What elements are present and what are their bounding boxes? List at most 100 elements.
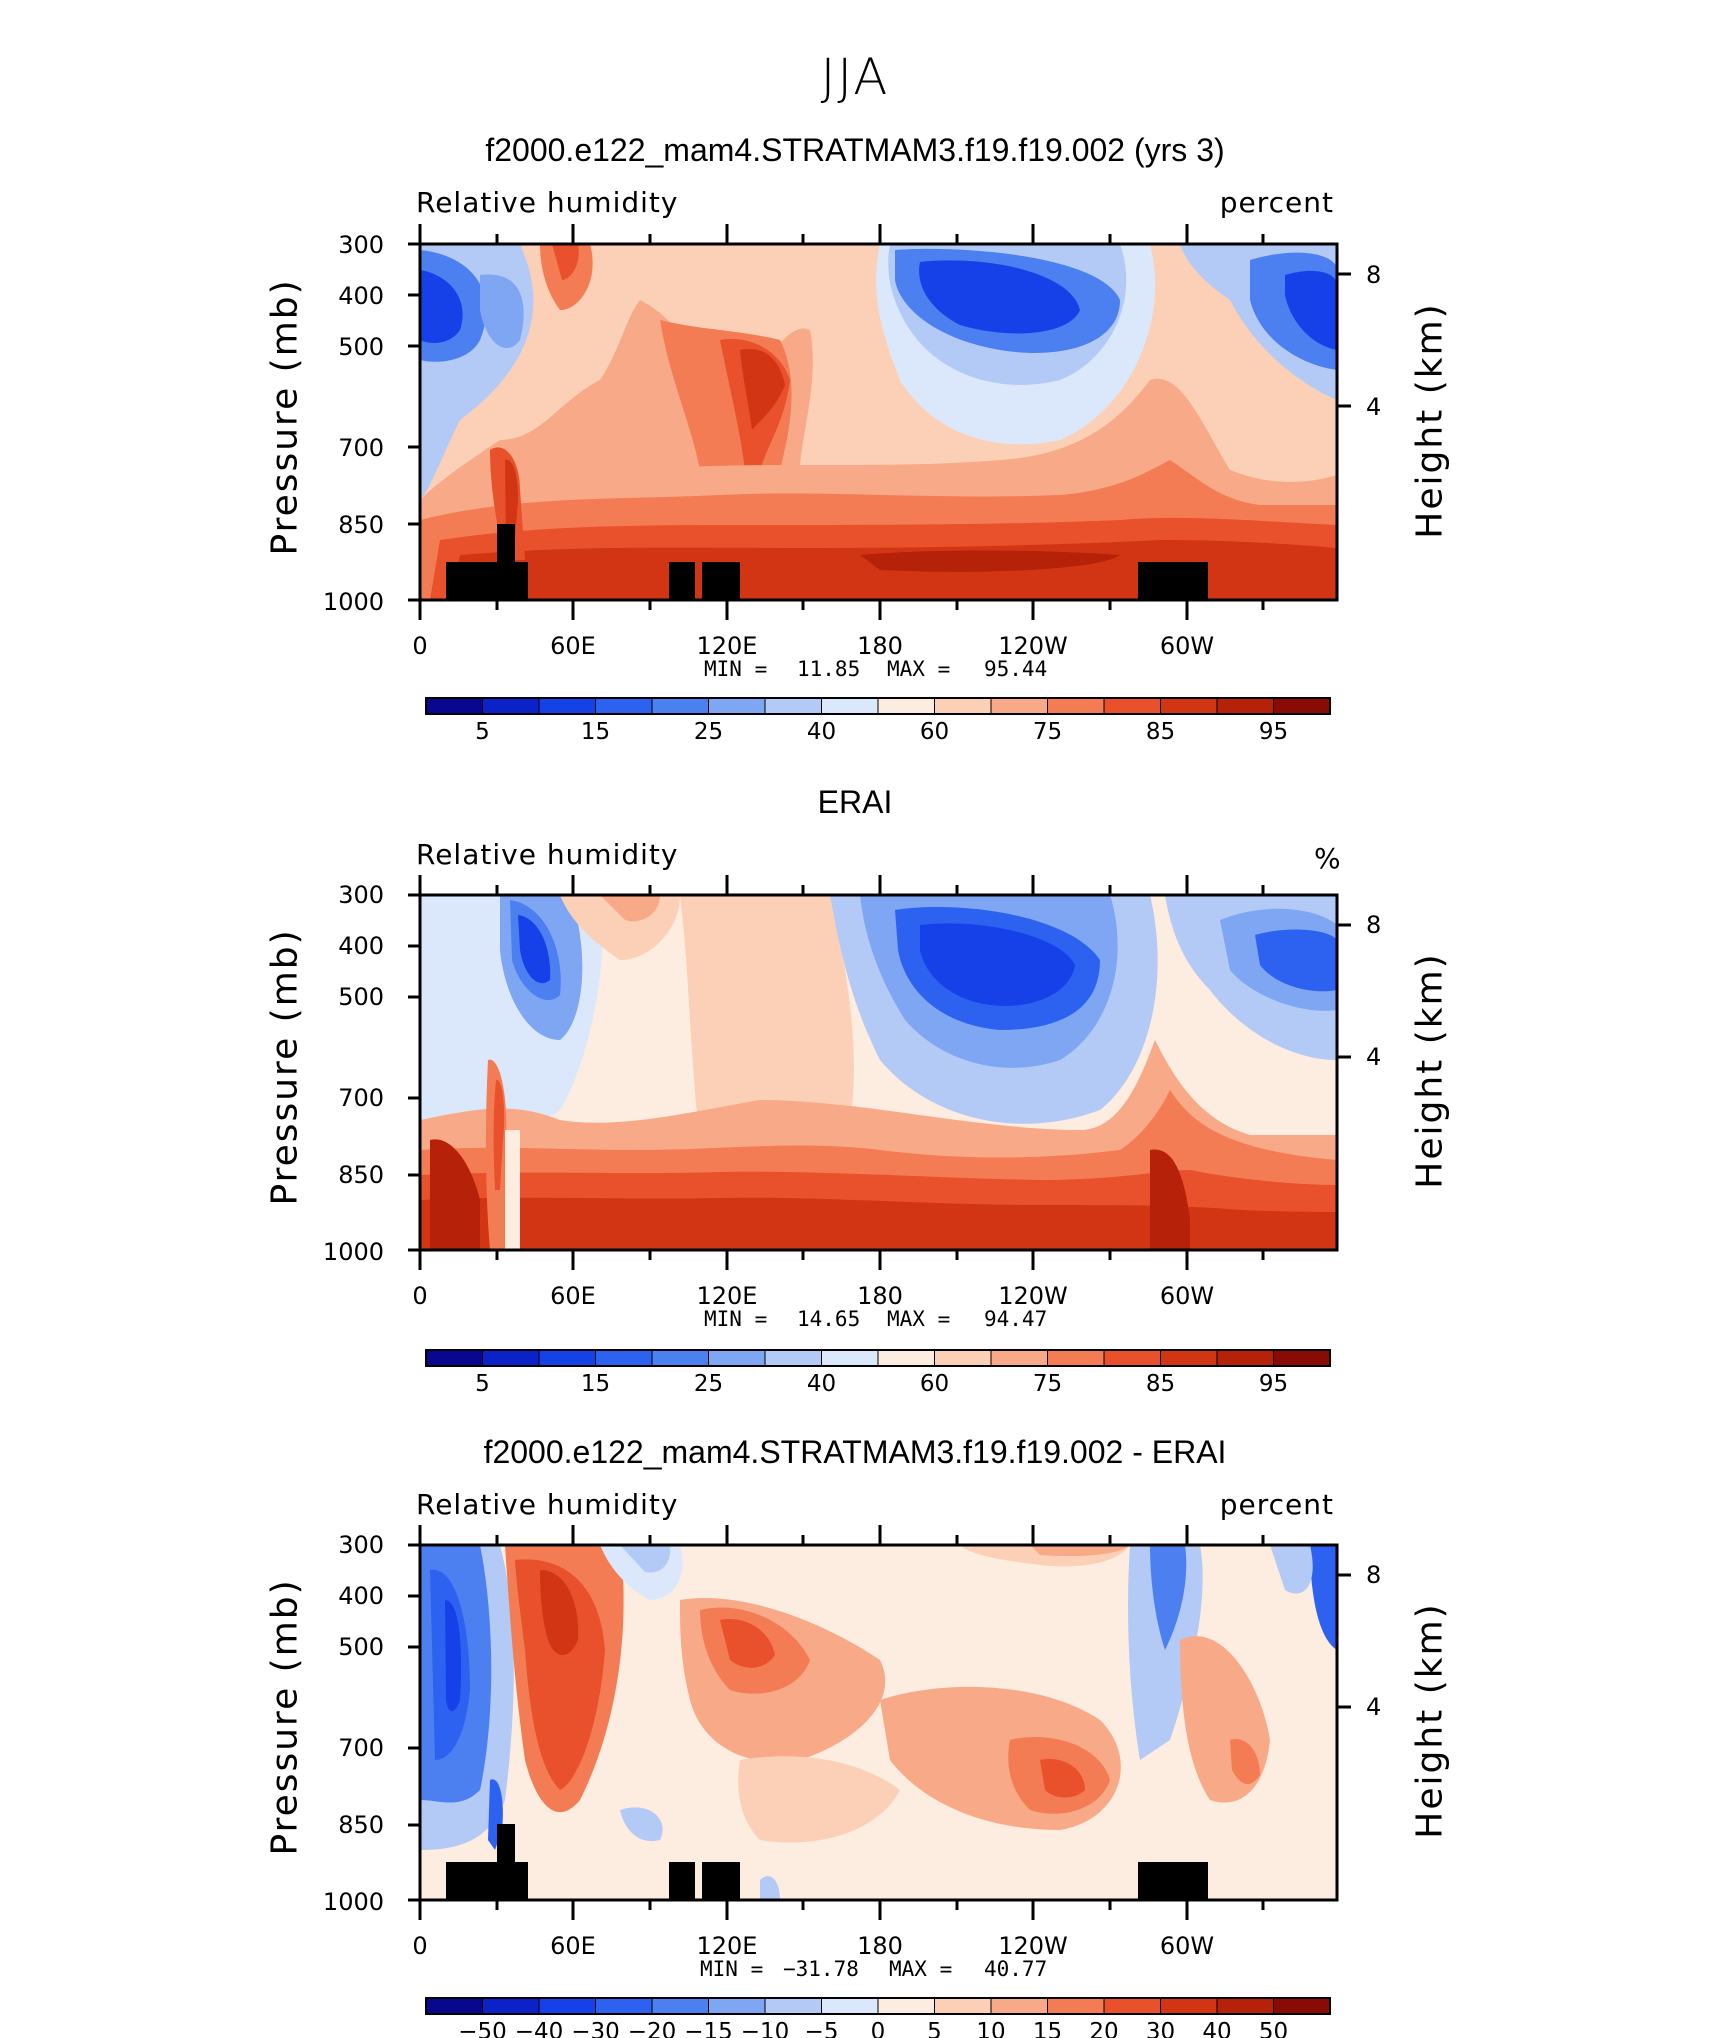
colorbar-tick-label: 0 xyxy=(871,2019,886,2038)
panel-1-xtick-0: 0 xyxy=(412,632,428,660)
colorbar-tick-label: 95 xyxy=(1259,1371,1288,1397)
panel-3-min-label: MIN = xyxy=(700,1957,764,1981)
panel-2-xtick-120w: 120W xyxy=(998,1282,1068,1310)
colorbar-tick-label: −5 xyxy=(805,2019,839,2038)
panel-1-rtick-8: 8 xyxy=(1366,261,1382,289)
panel-3-max-label: MAX = xyxy=(889,1957,953,1981)
panel-1-variable-label: Relative humidity xyxy=(416,186,679,219)
panel-3-xtick-120e: 120E xyxy=(696,1932,758,1960)
panel-1-min-value: 11.85 xyxy=(797,657,861,681)
panel-2-xtick-180: 180 xyxy=(857,1282,903,1310)
panel-2-xtick-60e: 60E xyxy=(550,1282,596,1310)
panel-3-xtick-60w: 60W xyxy=(1159,1932,1215,1960)
colorbar-tick-label: 20 xyxy=(1089,2019,1118,2038)
panel-1-ytick-300: 300 xyxy=(338,231,384,259)
panel-2-xtick-120e: 120E xyxy=(696,1282,758,1310)
colorbar-tick-label: −10 xyxy=(741,2019,790,2038)
panel-2-units-label: % xyxy=(1314,842,1342,875)
colorbar-tick-label: 25 xyxy=(694,1371,723,1397)
panel-2-ytick-500: 500 xyxy=(338,983,384,1011)
panel-3-land xyxy=(446,1824,1208,1900)
panel-2-field xyxy=(420,895,1337,1250)
panel-3-ytick-700: 700 xyxy=(338,1734,384,1762)
colorbar-tick-label: 15 xyxy=(1033,2019,1062,2038)
colorbar-tick-label: 5 xyxy=(927,2019,942,2038)
panel-3-rtick-4: 4 xyxy=(1366,1693,1382,1721)
panel-1-axes xyxy=(408,224,1351,620)
colorbar-tick-label: 25 xyxy=(694,719,723,745)
colorbar-swatch xyxy=(651,1997,709,2015)
panel-1-ytick-400: 400 xyxy=(338,282,384,310)
panel-3-xtick-180: 180 xyxy=(857,1932,903,1960)
colorbar-tick-label: 10 xyxy=(976,2019,1005,2038)
panel-2-rtick-8: 8 xyxy=(1366,911,1382,939)
colorbar-tick-label: 85 xyxy=(1146,719,1175,745)
colorbar-swatch xyxy=(821,1997,879,2015)
panel-3-xtick-120w: 120W xyxy=(998,1932,1068,1960)
colorbar-tick-label: 40 xyxy=(807,1371,836,1397)
colorbar-tick-label: 30 xyxy=(1146,2019,1175,2038)
colorbar-swatch xyxy=(425,1997,483,2015)
panel-2-xtick-60w: 60W xyxy=(1159,1282,1215,1310)
panel-1-max-label: MAX = xyxy=(887,657,951,681)
panel-2-ytick-300: 300 xyxy=(338,881,384,909)
panel-2-ytick-400: 400 xyxy=(338,932,384,960)
colorbar-swatch xyxy=(482,1997,540,2015)
panel-1-min-label: MIN = xyxy=(704,657,768,681)
colorbar-swatch xyxy=(764,1997,822,2015)
panel-1-xtick-180: 180 xyxy=(857,632,903,660)
colorbar-tick-label: 95 xyxy=(1259,719,1288,745)
colorbar-swatch xyxy=(934,1997,992,2015)
panel-3-ytick-500: 500 xyxy=(338,1633,384,1661)
panel-1-title: f2000.e122_mam4.STRATMAM3.f19.f19.002 (y… xyxy=(485,132,1225,168)
panel-2-colorbar: 5 15 25 40 60 75 85 95 xyxy=(425,1349,1331,1397)
colorbar-swatch xyxy=(1103,1997,1161,2015)
panel-2-axes xyxy=(408,875,1351,1270)
panel-1-xtick-60e: 60E xyxy=(550,632,596,660)
panel-1-xtick-60w: 60W xyxy=(1159,632,1215,660)
colorbar-tick-label: −15 xyxy=(684,2019,733,2038)
panel-1-units-label: percent xyxy=(1219,186,1334,219)
panel-2-ytick-1000: 1000 xyxy=(322,1238,384,1266)
panel-1-xtick-120e: 120E xyxy=(696,632,758,660)
colorbar-tick-label: −20 xyxy=(628,2019,677,2038)
panel-2-ytick-700: 700 xyxy=(338,1084,384,1112)
panel-3-ytick-400: 400 xyxy=(338,1582,384,1610)
panel-3-axes xyxy=(408,1525,1351,1920)
panel-2-title: ERAI xyxy=(817,784,893,820)
panel-3-field xyxy=(420,1545,1337,1900)
colorbar-swatch xyxy=(1273,1997,1331,2015)
colorbar-tick-label: 75 xyxy=(1033,719,1062,745)
colorbar-frame xyxy=(425,1349,1331,1367)
colorbar-tick-label: −40 xyxy=(515,2019,564,2038)
figure-title: JJA xyxy=(820,48,890,106)
colorbar-tick-label: 75 xyxy=(1033,1371,1062,1397)
panel-1-rtick-4: 4 xyxy=(1366,393,1382,421)
colorbar-tick-label: −50 xyxy=(458,2019,507,2038)
colorbar-tick-label: 15 xyxy=(581,1371,610,1397)
panel-1-ytick-700: 700 xyxy=(338,434,384,462)
panel-2-xtick-0: 0 xyxy=(412,1282,428,1310)
panel-3-ytick-850: 850 xyxy=(338,1811,384,1839)
panel-3-xtick-0: 0 xyxy=(412,1932,428,1960)
panel-2-variable-label: Relative humidity xyxy=(416,838,679,871)
panel-3-units-label: percent xyxy=(1219,1488,1334,1521)
colorbar-swatch xyxy=(595,1997,653,2015)
panel-1-land xyxy=(446,524,1208,600)
panel-1-xtick-120w: 120W xyxy=(998,632,1068,660)
panel-3-variable-label: Relative humidity xyxy=(416,1488,679,1521)
panel-3-max-value: 40.77 xyxy=(984,1957,1048,1981)
panel-2-min-label: MIN = xyxy=(704,1307,768,1331)
panel-1-max-value: 95.44 xyxy=(984,657,1048,681)
colorbar-tick-label: 50 xyxy=(1259,2019,1288,2038)
panel-2-rtick-4: 4 xyxy=(1366,1043,1382,1071)
panel-1-ytick-1000: 1000 xyxy=(322,588,384,616)
colorbar-swatch xyxy=(1216,1997,1274,2015)
colorbar-swatch xyxy=(1160,1997,1218,2015)
panel-3-colorbar: −50 −40 −30 −20 −15 −10 −5 0 5 10 15 20 30 40 50 xyxy=(425,1997,1331,2038)
panel-3-rtick-8: 8 xyxy=(1366,1561,1382,1589)
colorbar-swatch xyxy=(1047,1997,1105,2015)
panel-3-title: f2000.e122_mam4.STRATMAM3.f19.f19.002 - … xyxy=(483,1434,1227,1470)
